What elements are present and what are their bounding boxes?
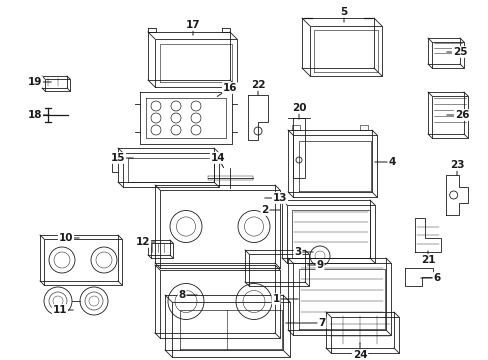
Text: 23: 23: [449, 160, 463, 170]
Text: 11: 11: [53, 305, 67, 315]
Text: 2: 2: [261, 205, 268, 215]
Text: 10: 10: [59, 233, 73, 243]
Text: 3: 3: [294, 247, 301, 257]
Text: 14: 14: [210, 153, 225, 163]
Text: 13: 13: [272, 193, 286, 203]
Text: 22: 22: [250, 80, 264, 90]
Text: 8: 8: [178, 290, 185, 300]
Text: 24: 24: [352, 350, 366, 360]
Text: 26: 26: [454, 110, 468, 120]
Text: 21: 21: [420, 255, 434, 265]
Text: 9: 9: [316, 260, 323, 270]
Text: 1: 1: [272, 294, 279, 304]
Text: 7: 7: [318, 318, 325, 328]
Text: 5: 5: [340, 7, 347, 17]
Text: 18: 18: [28, 110, 42, 120]
Text: 19: 19: [28, 77, 42, 87]
Text: 20: 20: [291, 103, 305, 113]
Text: 12: 12: [136, 237, 150, 247]
Text: 17: 17: [185, 20, 200, 30]
Text: 4: 4: [387, 157, 395, 167]
Text: 25: 25: [452, 47, 467, 57]
Text: 15: 15: [110, 153, 125, 163]
Text: 6: 6: [432, 273, 440, 283]
Text: 16: 16: [223, 83, 237, 93]
